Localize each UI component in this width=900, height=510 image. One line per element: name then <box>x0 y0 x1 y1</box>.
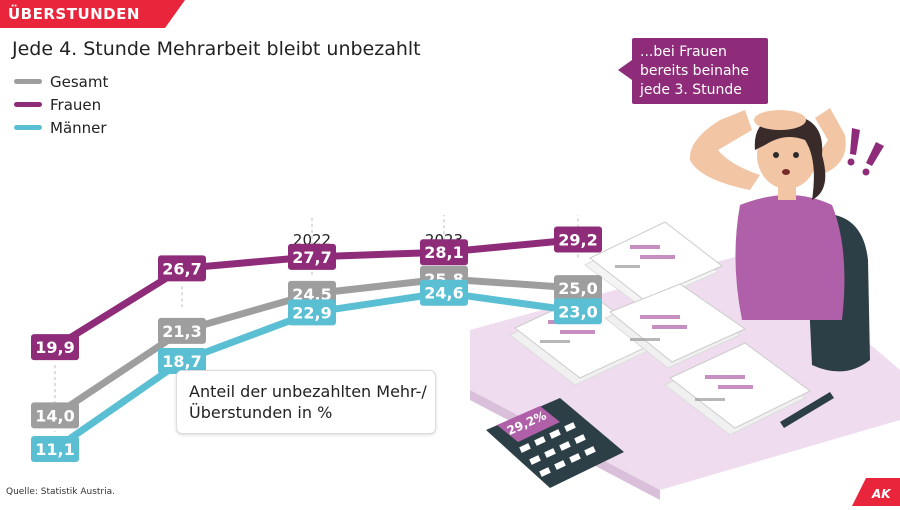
data-label-männer-2022: 22,9 <box>288 299 336 326</box>
person-hair <box>754 115 826 200</box>
person-arm-left <box>689 110 760 190</box>
svg-text:25,0: 25,0 <box>558 279 597 298</box>
source-note: Quelle: Statistik Austria. <box>6 487 115 497</box>
legend-item-maenner: Männer <box>14 116 108 139</box>
person-body <box>735 195 845 320</box>
unit-note: Anteil der unbezahlten Mehr-/Überstunden… <box>176 370 436 434</box>
svg-text:22,9: 22,9 <box>292 303 331 322</box>
person-mouth <box>782 169 790 175</box>
data-label-männer-2021: 18,7 <box>158 348 206 375</box>
data-label-frauen-2021: 26,7 <box>158 255 206 282</box>
person-eye-right <box>793 152 799 158</box>
data-label-gesamt-2021: 21,3 <box>158 317 206 344</box>
legend: Gesamt Frauen Männer <box>14 70 108 139</box>
svg-text:19,9: 19,9 <box>35 338 74 357</box>
data-label-frauen-2022: 27,7 <box>288 243 336 270</box>
unit-note-text: Anteil der unbezahlten Mehr-/Überstunden… <box>189 382 427 422</box>
section-tag: ÜBERSTUNDEN <box>0 0 185 28</box>
callout-box: ...bei Frauen bereits beinahe jede 3. St… <box>618 38 768 104</box>
pencil <box>780 392 834 428</box>
svg-text:24,6: 24,6 <box>424 284 463 303</box>
legend-label-maenner: Männer <box>50 118 107 137</box>
data-label-männer-2023: 24,6 <box>420 279 468 306</box>
svg-text:11,1: 11,1 <box>35 440 74 459</box>
ak-logo-text: AK <box>871 487 892 501</box>
svg-text:28,1: 28,1 <box>424 243 463 262</box>
data-label-frauen-2024: 29,2 <box>554 226 602 253</box>
person-eye-left <box>773 152 779 158</box>
data-label-gesamt-2020: 14,0 <box>31 402 79 429</box>
data-label-frauen-2020: 19,9 <box>31 334 79 361</box>
legend-item-frauen: Frauen <box>14 93 108 116</box>
paper-stack <box>509 221 811 436</box>
svg-text:14,0: 14,0 <box>35 406 74 425</box>
section-tag-label: ÜBERSTUNDEN <box>8 5 140 23</box>
legend-item-gesamt: Gesamt <box>14 70 108 93</box>
data-label-männer-2024: 23,0 <box>554 298 602 325</box>
data-label-männer-2020: 11,1 <box>31 436 79 462</box>
svg-text:18,7: 18,7 <box>162 352 201 371</box>
svg-text:27,7: 27,7 <box>292 248 331 267</box>
svg-text:21,3: 21,3 <box>162 322 201 341</box>
svg-text:29,2: 29,2 <box>558 230 597 249</box>
data-label-frauen-2023: 28,1 <box>420 239 468 266</box>
chart-title: Jede 4. Stunde Mehrarbeit bleibt unbezah… <box>12 38 421 60</box>
legend-swatch-maenner <box>14 125 42 130</box>
callout-text: ...bei Frauen bereits beinahe jede 3. St… <box>640 44 750 98</box>
chart-data-labels: 14,021,324,525,8 25,019,926,727,7 28,129,2… <box>31 226 602 462</box>
legend-label-gesamt: Gesamt <box>50 72 109 91</box>
svg-text:26,7: 26,7 <box>162 259 201 278</box>
data-label-gesamt-2024: 25,0 <box>554 275 602 302</box>
exclamation-icon <box>847 128 884 176</box>
legend-swatch-frauen <box>14 102 42 107</box>
ak-logo: AK <box>852 478 900 506</box>
person-hand <box>754 110 806 130</box>
svg-text:24,5: 24,5 <box>292 285 331 304</box>
svg-text:23,0: 23,0 <box>558 302 597 321</box>
legend-label-frauen: Frauen <box>50 95 102 114</box>
legend-swatch-gesamt <box>14 79 42 84</box>
